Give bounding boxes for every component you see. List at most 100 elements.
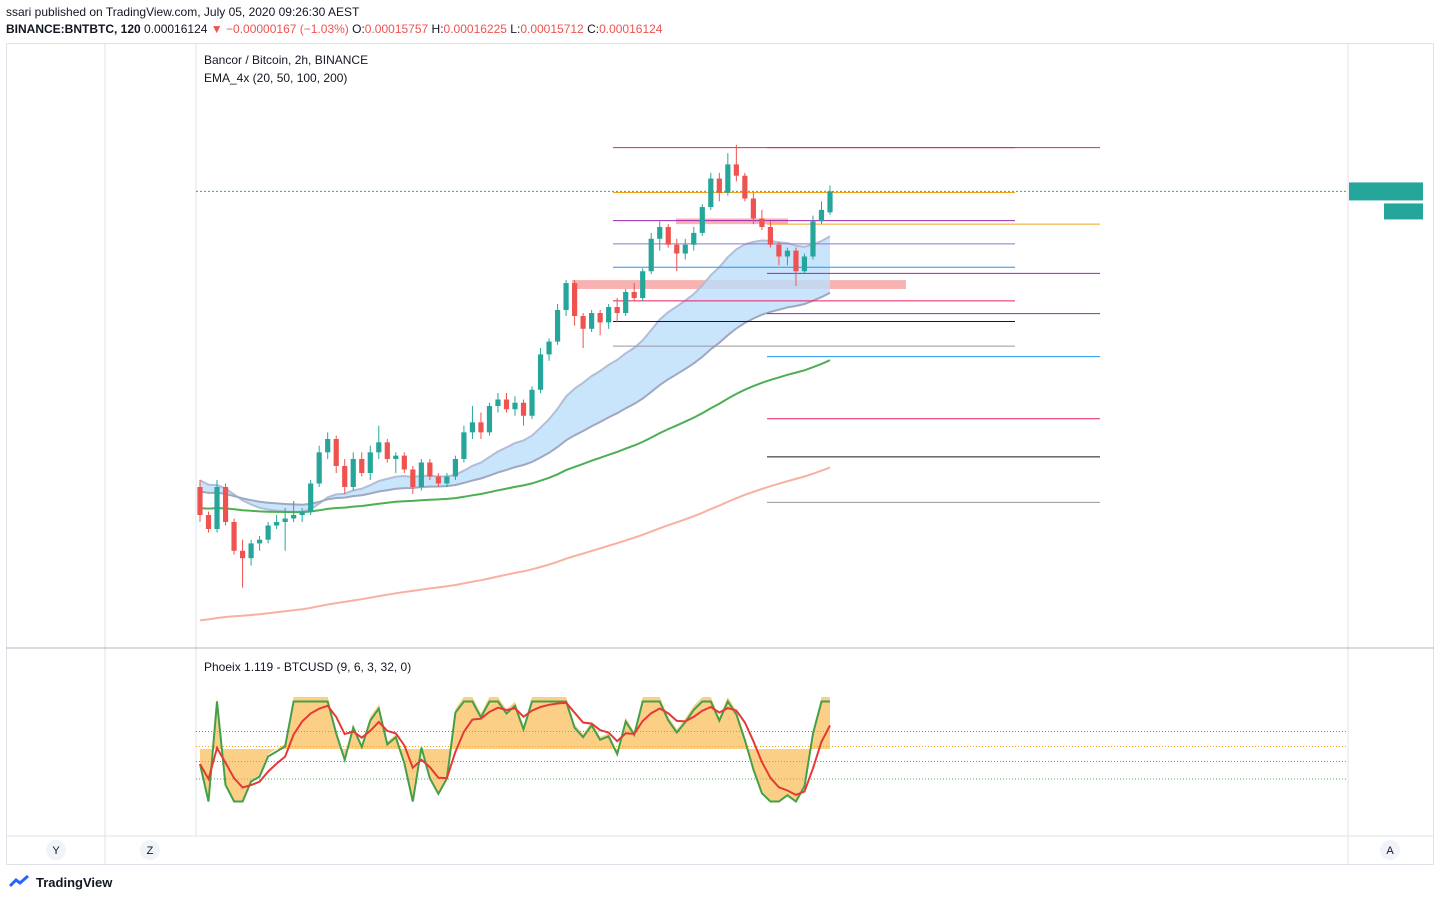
candle-body [291, 515, 297, 519]
candle-body [810, 221, 816, 257]
publish-info: ssari published on TradingView.com, July… [6, 5, 360, 19]
z-button[interactable]: Z [140, 840, 160, 860]
candle-body [682, 244, 688, 254]
candle-body [512, 402, 518, 410]
candle-body [708, 178, 714, 208]
candle-body [691, 232, 697, 245]
candle-body [520, 402, 527, 416]
candle-body [733, 164, 739, 176]
candle-body [248, 543, 254, 559]
candle-body [376, 442, 382, 453]
low-value: 0.00015712 [520, 22, 584, 36]
candle-body [316, 452, 322, 484]
candle-body [231, 522, 237, 551]
candle-body [563, 283, 569, 310]
candle-body [265, 525, 271, 540]
candle-body [342, 466, 348, 487]
close-label: C: [587, 22, 600, 36]
y-button-label: Y [52, 845, 60, 857]
candle-body [214, 487, 220, 529]
tradingview-logo[interactable]: TradingView [8, 874, 112, 890]
candle-body [776, 244, 782, 257]
candle-body [546, 341, 552, 355]
candle-body [333, 439, 339, 466]
candle-body [674, 244, 680, 254]
candle-body [589, 313, 595, 329]
a-button[interactable]: A [1380, 840, 1400, 860]
candle-body [537, 354, 544, 390]
candle-body [623, 292, 629, 313]
candle-body [461, 432, 467, 459]
y-button[interactable]: Y [46, 840, 66, 860]
ema-fill-band [200, 236, 830, 512]
candle-body [657, 227, 663, 239]
ema-50-line [199, 291, 831, 506]
change-value: −0.00000167 (−1.03%) [226, 22, 349, 36]
candle-body [367, 452, 373, 473]
candle-body [725, 164, 731, 193]
candle-body [393, 455, 399, 459]
osc-slow-line [199, 701, 831, 796]
osc-area-fill [200, 697, 830, 801]
support-zone-upper [676, 218, 788, 225]
last-price-tag [1349, 182, 1423, 201]
candle-body [299, 511, 305, 515]
candle-body [486, 406, 493, 433]
candle-body [222, 487, 229, 522]
candle-body [418, 462, 424, 487]
osc-legend: Phoeix 1.119 - BTCUSD (9, 6, 3, 32, 0) [204, 660, 411, 674]
ema-20-line [199, 235, 831, 513]
candle-body [529, 389, 535, 416]
candle-body [256, 539, 263, 544]
a-button-label: A [1386, 845, 1394, 857]
chart-frame [6, 43, 1434, 865]
candle-body [435, 476, 441, 484]
candle-body [495, 399, 501, 406]
candle-body [801, 256, 808, 272]
osc-fast-line [199, 699, 830, 803]
low-label: L: [510, 22, 521, 36]
candle-body [350, 459, 356, 487]
candle-body [325, 439, 331, 453]
candle-body [571, 283, 578, 316]
open-value: 0.00015757 [364, 22, 429, 36]
down-arrow-icon: ▼ [210, 22, 223, 36]
candle-body [554, 310, 561, 342]
candle-body [410, 469, 416, 487]
candle-body [759, 218, 765, 227]
candle-body [197, 487, 203, 515]
candle-body [699, 207, 705, 233]
candle-body [827, 191, 833, 213]
candle-body [359, 459, 365, 473]
candle-body [205, 515, 212, 529]
high-label: H: [431, 22, 444, 36]
candle-body [606, 307, 612, 323]
candle-body [452, 459, 459, 477]
candle-body [444, 476, 450, 484]
candle-body [793, 250, 799, 272]
candle-body [648, 238, 654, 272]
candle-body [750, 198, 756, 219]
main-legend-title: Bancor / Bitcoin, 2h, BINANCE [204, 53, 368, 67]
ema-100-line [199, 359, 831, 514]
ema-legend: EMA_4x (20, 50, 100, 200) [204, 71, 347, 85]
candle-body [742, 175, 748, 199]
open-label: O: [352, 22, 365, 36]
z-button-label: Z [147, 845, 154, 857]
candle-body [597, 313, 603, 323]
countdown-tag [1384, 203, 1423, 220]
candle-body [308, 483, 314, 512]
candle-body [818, 209, 825, 222]
candle-body [784, 250, 791, 257]
candle-body [401, 455, 407, 470]
candle-body [239, 550, 246, 559]
candle-body [665, 227, 671, 245]
candle-body [614, 307, 620, 313]
candle-body [469, 422, 476, 433]
symbol-label: BINANCE:BNTBTC, 120 [6, 22, 141, 36]
candle-body [640, 271, 646, 298]
candle-body [716, 178, 722, 193]
candle-body [427, 462, 433, 477]
ema-200-line [199, 466, 831, 622]
